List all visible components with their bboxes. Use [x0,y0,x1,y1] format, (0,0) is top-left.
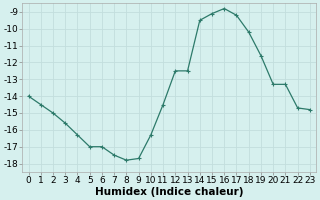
X-axis label: Humidex (Indice chaleur): Humidex (Indice chaleur) [95,187,244,197]
